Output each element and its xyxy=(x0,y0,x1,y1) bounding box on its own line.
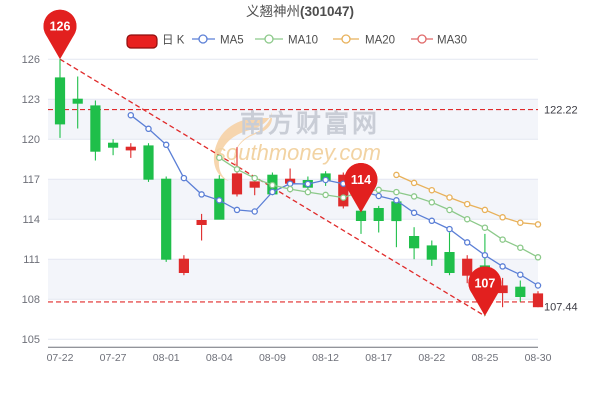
svg-text:08-30: 08-30 xyxy=(525,352,552,364)
svg-text:08-17: 08-17 xyxy=(365,352,392,364)
svg-text:日 K: 日 K xyxy=(162,35,185,47)
svg-text:126: 126 xyxy=(22,54,40,66)
svg-text:MA20: MA20 xyxy=(365,35,395,47)
svg-text:08-12: 08-12 xyxy=(312,352,339,364)
svg-text:southmoney.com: southmoney.com xyxy=(215,140,381,165)
svg-text:MA5: MA5 xyxy=(220,35,244,47)
svg-text:08-04: 08-04 xyxy=(206,352,233,364)
svg-text:07-22: 07-22 xyxy=(47,352,74,364)
svg-text:南方财富网: 南方财富网 xyxy=(240,109,380,138)
svg-text:07-27: 07-27 xyxy=(100,352,127,364)
svg-text:义翘神州(301047): 义翘神州(301047) xyxy=(246,4,354,19)
svg-text:08-09: 08-09 xyxy=(259,352,286,364)
svg-text:105: 105 xyxy=(22,334,40,346)
svg-text:08-25: 08-25 xyxy=(471,352,498,364)
svg-text:MA30: MA30 xyxy=(437,35,467,47)
svg-text:114: 114 xyxy=(351,173,371,187)
svg-text:111: 111 xyxy=(23,254,40,266)
svg-text:117: 117 xyxy=(22,174,40,186)
svg-text:08-01: 08-01 xyxy=(153,352,180,364)
svg-text:MA10: MA10 xyxy=(288,35,318,47)
svg-text:08-22: 08-22 xyxy=(418,352,445,364)
svg-text:114: 114 xyxy=(22,214,40,226)
svg-text:123: 123 xyxy=(22,94,40,106)
svg-text:122.22: 122.22 xyxy=(544,105,578,117)
svg-text:120: 120 xyxy=(22,134,40,146)
svg-text:108: 108 xyxy=(22,294,40,306)
svg-text:126: 126 xyxy=(50,20,71,34)
svg-text:107.44: 107.44 xyxy=(544,302,578,314)
svg-text:107: 107 xyxy=(474,277,495,291)
